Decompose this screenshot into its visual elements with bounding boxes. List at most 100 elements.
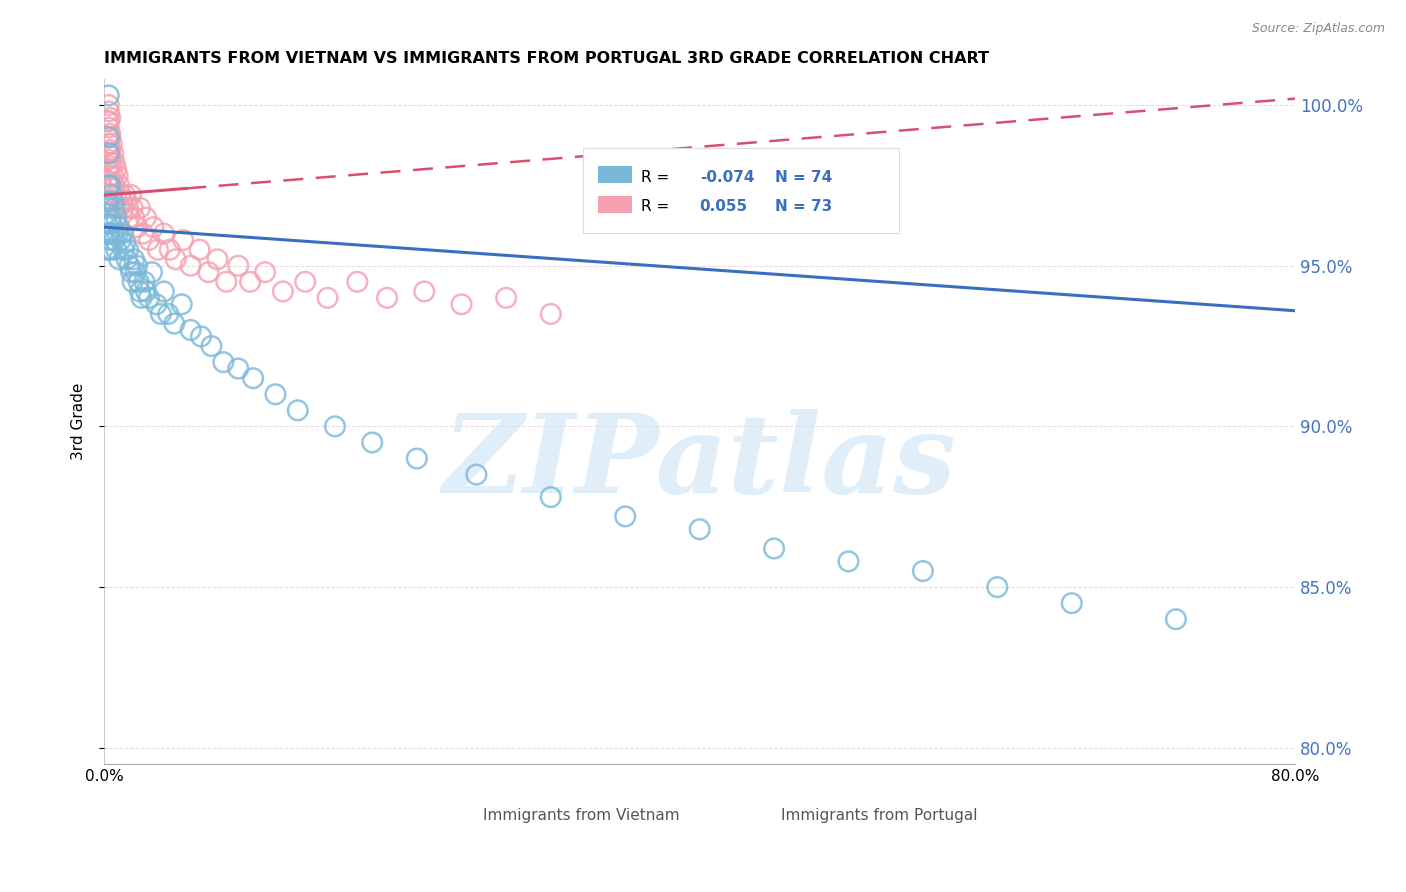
Point [172, 233, 194, 247]
Point [104, 156, 127, 170]
Point [97, 162, 120, 177]
Point [153, 227, 176, 241]
Y-axis label: 3rd Grade: 3rd Grade [72, 383, 86, 460]
Point [100, 188, 122, 202]
Point [170, 297, 193, 311]
Point [135, 285, 157, 299]
Point [115, 252, 138, 267]
Point [98, 146, 121, 161]
Point [138, 233, 160, 247]
Point [540, 490, 562, 504]
Point [111, 194, 134, 209]
Point [125, 259, 148, 273]
Point [97, 178, 120, 193]
Bar [599, 166, 631, 184]
Point [98, 127, 121, 141]
Point [134, 275, 156, 289]
Point [115, 194, 138, 209]
Text: N = 73: N = 73 [775, 199, 832, 214]
Text: R =: R = [641, 199, 669, 214]
Point [97, 98, 120, 112]
Text: ZIPatlas: ZIPatlas [443, 409, 956, 516]
Point [96, 243, 118, 257]
FancyBboxPatch shape [583, 148, 898, 234]
Point [346, 275, 368, 289]
Point [986, 580, 1008, 594]
Point [97, 194, 120, 209]
Point [96, 114, 118, 128]
Point [110, 233, 132, 247]
Point [100, 243, 122, 257]
Point [146, 243, 169, 257]
Point [413, 285, 436, 299]
Point [111, 227, 134, 241]
Point [98, 111, 121, 125]
Point [105, 188, 128, 202]
Point [121, 275, 143, 289]
Point [129, 285, 152, 299]
Point [122, 252, 145, 267]
Point [207, 252, 229, 267]
Point [145, 297, 167, 311]
Point [128, 275, 150, 289]
Point [159, 243, 181, 257]
Point [108, 220, 131, 235]
Point [212, 355, 235, 369]
Point [97, 130, 120, 145]
Point [180, 259, 202, 273]
Point [117, 201, 139, 215]
Point [100, 217, 122, 231]
Point [98, 233, 121, 247]
Point [96, 227, 118, 241]
Point [142, 220, 165, 235]
Point [188, 243, 211, 257]
Point [117, 243, 139, 257]
Point [114, 188, 136, 202]
Point [689, 522, 711, 536]
Point [97, 227, 120, 241]
Point [163, 317, 186, 331]
Point [157, 307, 180, 321]
Point [98, 178, 121, 193]
Point [105, 211, 128, 225]
Point [107, 169, 129, 183]
Point [118, 259, 141, 273]
Point [138, 291, 160, 305]
Point [97, 88, 120, 103]
Point [122, 211, 145, 225]
Point [105, 162, 128, 177]
Point [97, 146, 120, 161]
Point [1060, 596, 1083, 610]
Point [495, 291, 517, 305]
Point [465, 467, 488, 482]
Point [614, 509, 637, 524]
Point [98, 130, 121, 145]
Point [103, 146, 125, 161]
Point [131, 291, 153, 305]
Point [96, 194, 118, 209]
Point [323, 419, 346, 434]
Text: N = 74: N = 74 [775, 169, 832, 185]
Point [226, 259, 249, 273]
Point [97, 104, 120, 119]
Text: Source: ZipAtlas.com: Source: ZipAtlas.com [1251, 22, 1385, 36]
Point [239, 275, 262, 289]
Text: R =: R = [641, 169, 669, 185]
Text: 0.055: 0.055 [700, 199, 748, 214]
Point [242, 371, 264, 385]
Point [97, 201, 120, 215]
Point [132, 227, 155, 241]
Point [190, 329, 212, 343]
Bar [741, 805, 770, 821]
Text: IMMIGRANTS FROM VIETNAM VS IMMIGRANTS FROM PORTUGAL 3RD GRADE CORRELATION CHART: IMMIGRANTS FROM VIETNAM VS IMMIGRANTS FR… [104, 51, 990, 66]
Point [112, 201, 135, 215]
Point [96, 146, 118, 161]
Point [97, 120, 120, 135]
Point [108, 252, 131, 267]
Point [271, 285, 294, 299]
Point [97, 227, 120, 241]
Point [104, 233, 127, 247]
Point [114, 236, 136, 251]
Point [763, 541, 786, 556]
Point [287, 403, 309, 417]
